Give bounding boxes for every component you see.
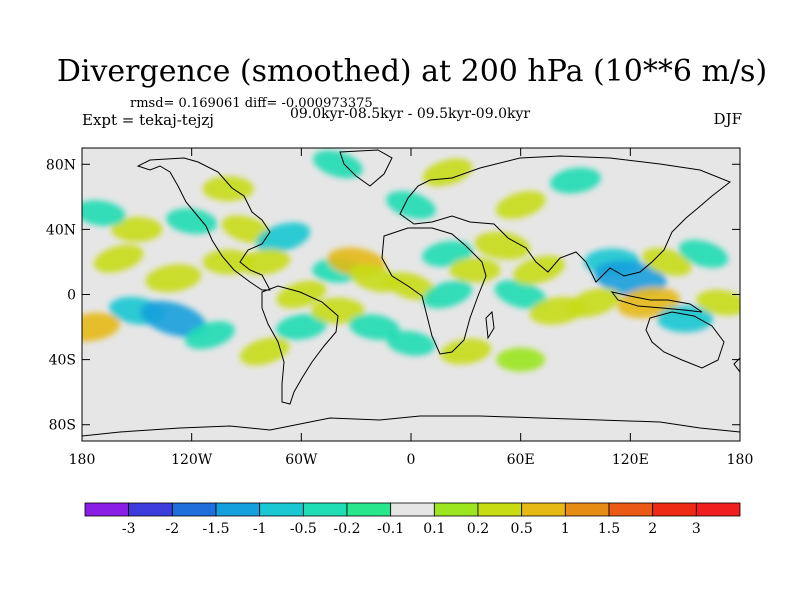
colorbar-swatch <box>521 502 566 517</box>
anomaly-cell <box>386 330 436 356</box>
y-tick-label: 80N <box>46 157 76 173</box>
anomaly-cell <box>111 216 163 242</box>
coast-antarctica <box>82 415 740 437</box>
colorbar-swatch <box>302 502 348 517</box>
period-label: 09.0kyr-08.5kyr - 09.5kyr-09.0kyr <box>290 106 530 122</box>
colorbar-label: -1.5 <box>203 521 230 537</box>
coast-africa <box>381 227 487 355</box>
coastlines <box>82 149 740 437</box>
anomaly-cell <box>386 191 436 219</box>
colorbar-swatch <box>84 502 130 517</box>
anomaly-cell <box>386 272 436 301</box>
anomaly-cell <box>82 200 126 226</box>
coast-new-zealand <box>733 357 740 373</box>
y-tick-label: 40N <box>46 222 76 238</box>
anomaly-cell <box>567 288 620 318</box>
y-tick-label: 0 <box>67 288 76 304</box>
colorbar-label: -0.5 <box>290 521 317 537</box>
anomaly-cell <box>642 248 692 276</box>
x-tick-label: 120E <box>612 452 649 468</box>
colorbar-label: 0.2 <box>467 521 489 537</box>
colorbar-swatch <box>695 502 741 517</box>
x-tick-label: 0 <box>407 452 416 468</box>
season-label: DJF <box>714 110 742 128</box>
anomaly-cell <box>678 239 729 268</box>
colorbar-label: -1 <box>253 521 267 537</box>
x-tick-label: 60W <box>285 452 318 468</box>
experiment-label: Expt = tekaj-tejzj <box>82 111 214 129</box>
anomaly-cell <box>696 289 740 316</box>
colorbar-swatch <box>652 502 697 517</box>
colorbar-swatch <box>259 502 304 517</box>
stats-label: rmsd= 0.169061 diff= -0.000973375 <box>130 96 373 111</box>
anomaly-cell <box>255 222 311 253</box>
x-tick-label: 180 <box>69 452 96 468</box>
colorbar-swatch <box>346 502 392 517</box>
anomaly-cell <box>239 337 290 366</box>
colorbar-swatch <box>128 502 173 517</box>
chart-title: Divergence (smoothed) at 200 hPa (10**6 … <box>57 54 767 89</box>
coast-madagascar <box>485 310 495 340</box>
anomaly-cell <box>185 321 235 350</box>
anomaly-cell <box>349 264 400 293</box>
anomaly-cell <box>349 314 400 340</box>
anomaly-cell <box>202 176 254 202</box>
anomaly-cell <box>449 257 501 283</box>
colorbar-swatch <box>433 502 479 517</box>
colorbar-label: 2 <box>648 521 657 537</box>
x-axis: 180 120W 60W 0 60E 120E 180 <box>69 148 754 468</box>
colorbar-swatch <box>390 502 435 517</box>
colorbar-label: 1 <box>561 521 570 537</box>
y-axis: 80N 40N 0 40S 80S <box>46 157 740 434</box>
coast-south-america <box>261 285 339 405</box>
y-tick-label: 40S <box>49 353 76 369</box>
coast-greenland <box>339 149 393 187</box>
anomaly-field <box>82 150 740 372</box>
anomaly-cell <box>276 280 327 309</box>
colorbar-swatch <box>171 502 217 517</box>
coast-australia <box>645 311 725 369</box>
colorbar-swatch <box>215 502 261 517</box>
colorbar-label: -0.2 <box>334 521 361 537</box>
colorbar-label: -3 <box>122 521 136 537</box>
coast-indonesia <box>610 291 703 313</box>
y-tick-label: 80S <box>49 418 76 434</box>
anomaly-cell <box>239 249 291 275</box>
anomaly-cell <box>474 231 531 260</box>
coast-north-america <box>136 157 271 291</box>
anomaly-cell <box>93 244 144 273</box>
anomaly-cell <box>313 150 363 179</box>
anomaly-cell <box>550 167 601 194</box>
anomaly-cell <box>166 208 218 235</box>
colorbar: -3 -2 -1.5 -1 -0.5 -0.2 -0.1 0.1 0.2 0.5 1 1.5 2 3 <box>84 502 741 537</box>
colorbar-label: 1.5 <box>598 521 620 537</box>
colorbar-label: 3 <box>692 521 701 537</box>
anomaly-cell <box>145 264 202 293</box>
coast-eurasia <box>399 155 731 283</box>
colorbar-label: -0.1 <box>377 521 404 537</box>
anomaly-cell <box>494 279 547 310</box>
x-tick-label: 120W <box>171 452 213 468</box>
colorbar-label: 0.1 <box>423 521 445 537</box>
colorbar-label: 0.5 <box>511 521 533 537</box>
colorbar-swatch <box>477 502 523 517</box>
colorbar-label: -2 <box>166 521 180 537</box>
anomaly-cell <box>140 300 207 337</box>
anomaly-cell <box>440 338 492 365</box>
anomaly-cell <box>275 314 327 340</box>
anomaly-cell <box>496 347 546 372</box>
colorbar-swatch <box>564 502 610 517</box>
x-tick-label: 180 <box>727 452 754 468</box>
anomaly-cell <box>82 312 121 342</box>
anomaly-cell <box>512 255 565 285</box>
x-tick-label: 60E <box>507 452 535 468</box>
anomaly-cell <box>422 280 473 309</box>
anomaly-cell <box>495 191 546 219</box>
colorbar-swatch <box>608 502 654 517</box>
